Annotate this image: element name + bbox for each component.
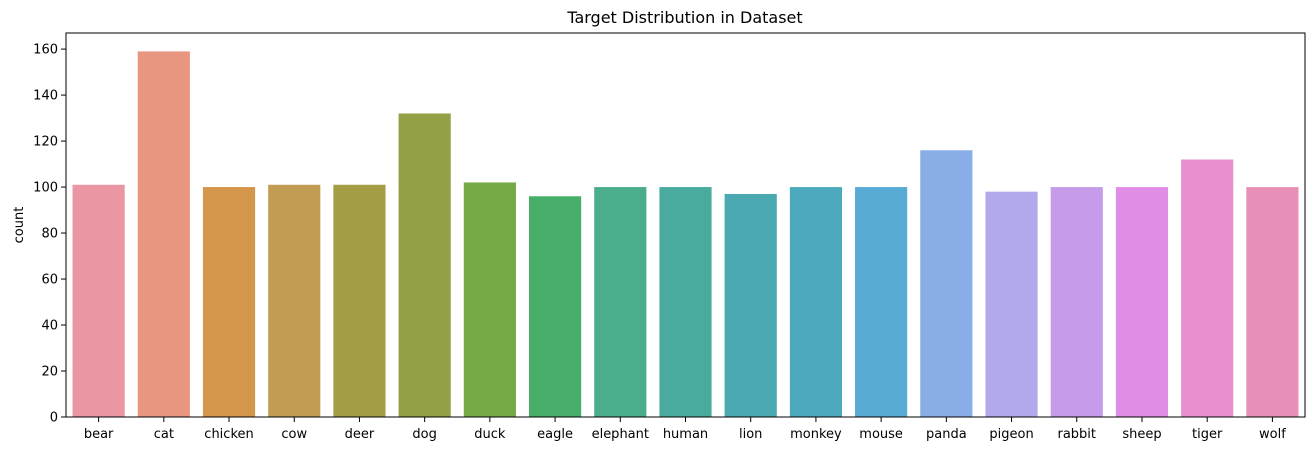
bar-monkey [789,187,843,417]
x-tick-label-pigeon: pigeon [989,427,1033,442]
y-tick-label: 20 [41,365,58,380]
bar-eagle [528,196,582,417]
y-tick-label: 120 [33,135,58,150]
plot-frame [65,32,1306,418]
bar-bear [72,184,125,417]
bar-tiger [1181,159,1234,417]
x-tick-label-eagle: eagle [537,427,573,442]
bar-cat [137,51,190,418]
x-tick-label-deer: deer [345,427,375,442]
plot-area: 0 20 40 60 80 100 120 140 160 bear cat chicken cow de… [33,43,1299,442]
bar-mouse [855,187,908,417]
x-tick-label-wolf: wolf [1259,427,1286,442]
bar-human [659,187,712,417]
x-tick-label-monkey: monkey [790,427,842,442]
x-tick-label-human: human [663,427,708,442]
bar-pigeon [985,191,1038,417]
y-tick-label: 40 [41,319,58,334]
x-tick-label-panda: panda [926,427,967,442]
y-tick-label: 0 [50,411,58,426]
y-tick-label: 140 [33,89,58,104]
bar-panda [920,150,973,417]
y-axis-label: count [12,207,27,244]
bar-chicken [202,187,256,417]
bar-lion [724,193,777,417]
x-tick-label-sheep: sheep [1122,427,1161,442]
bar-rabbit [1050,187,1103,417]
y-tick-label: 100 [33,181,58,196]
bar-elephant [594,187,647,417]
x-tick-label-chicken: chicken [204,427,253,442]
bar-wolf [1246,187,1299,417]
x-tick-label-bear: bear [84,427,114,442]
x-tick-label-tiger: tiger [1192,427,1223,442]
bar-deer [333,184,386,417]
bar-sheep [1115,187,1169,417]
x-tick-label-dog: dog [412,427,436,442]
x-tick-label-cat: cat [154,427,174,442]
x-tick-label-mouse: mouse [859,427,903,442]
bar-dog [398,113,451,418]
x-tick-label-elephant: elephant [592,427,649,442]
x-tick-label-cow: cow [281,427,307,442]
y-tick-label: 80 [41,227,58,242]
x-tick-label-duck: duck [474,427,506,442]
y-tick-label: 60 [41,273,58,288]
bar-cow [268,184,321,417]
bar-duck [463,182,516,417]
chart-title: Target Distribution in Dataset [566,8,802,27]
x-tick-label-lion: lion [739,427,762,442]
y-tick-label: 160 [33,43,58,58]
x-tick-label-rabbit: rabbit [1057,427,1096,442]
